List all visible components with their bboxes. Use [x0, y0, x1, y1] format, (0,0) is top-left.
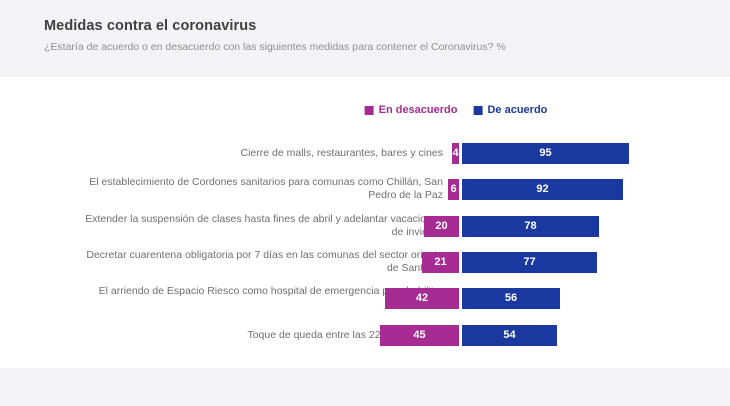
legend: En desacuerdo De acuerdo	[364, 104, 547, 116]
agree-value: 92	[536, 183, 549, 195]
agree-bar: 56	[462, 288, 560, 309]
agree-value: 78	[524, 220, 537, 232]
disagree-bar: 6	[448, 179, 459, 200]
category-label: Extender la suspensión de clases hasta f…	[85, 212, 443, 239]
disagree-value: 42	[415, 292, 429, 304]
legend-item-label: De acuerdo	[487, 104, 548, 116]
page-subtitle: ¿Estaría de acuerdo o en desacuerdo con …	[44, 41, 506, 53]
disagree-value: 45	[413, 329, 426, 341]
agree-bar: 95	[462, 143, 629, 164]
agree-value: 56	[504, 292, 518, 304]
agree-bar: 77	[462, 252, 597, 273]
disagree-bar: 45	[380, 325, 459, 346]
agree-value: 77	[523, 256, 536, 268]
footer-band: Casos: 707. El 100% de cada categoría se…	[0, 368, 730, 406]
legend-item-en-desacuerdo: En desacuerdo	[364, 104, 458, 116]
agree-bar: 92	[462, 179, 623, 200]
disagree-value: 6	[450, 183, 457, 195]
category-label: El establecimiento de Cordones sanitario…	[89, 175, 443, 202]
agree-bar: 54	[462, 325, 557, 346]
page-title: Medidas contra el coronavirus	[44, 18, 257, 34]
category-label: Cierre de malls, restaurantes, bares y c…	[240, 146, 444, 159]
legend-swatch-disagree-icon	[364, 105, 374, 115]
disagree-value: 4	[452, 147, 459, 159]
legend-item-label: En desacuerdo	[378, 104, 458, 116]
agree-value: 95	[539, 147, 552, 159]
disagree-value: 21	[434, 256, 447, 268]
disagree-bar: 21	[422, 252, 459, 273]
agree-value: 54	[503, 329, 516, 341]
disagree-bar: 4	[452, 143, 459, 164]
agree-bar: 78	[462, 216, 599, 237]
header-band: Medidas contra el coronavirus ¿Estaría d…	[0, 0, 730, 77]
legend-swatch-agree-icon	[473, 105, 483, 115]
disagree-bar: 20	[424, 216, 459, 237]
disagree-value: 20	[435, 220, 448, 232]
legend-item-de-acuerdo: De acuerdo	[473, 104, 547, 116]
disagree-bar: 42	[385, 288, 459, 309]
category-label: Decretar cuarentena obligatoria por 7 dí…	[86, 248, 443, 275]
